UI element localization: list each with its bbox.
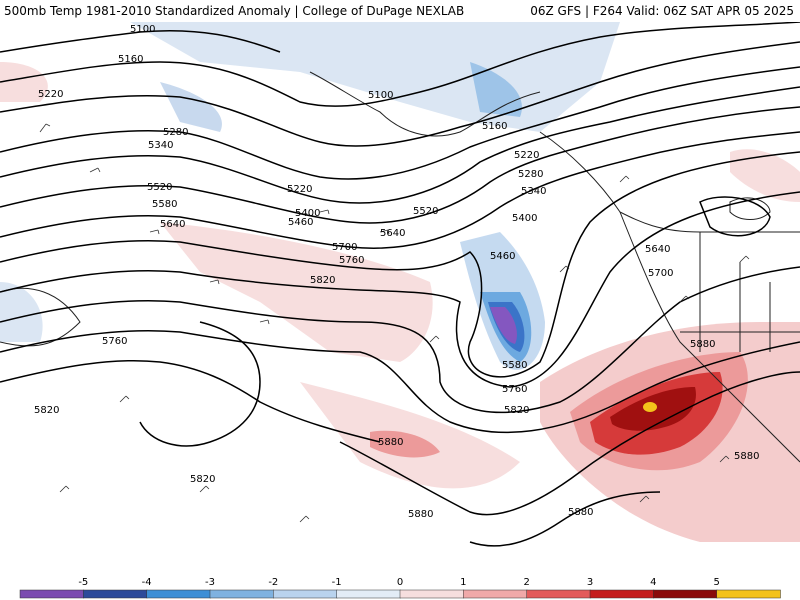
contour-label-5640-west: 5640 [160, 219, 185, 230]
contour-label-5520-center: 5520 [413, 206, 438, 217]
contour-label-5220-west: 5220 [38, 89, 63, 100]
contour-label-5640-east: 5640 [645, 244, 670, 255]
contour-label-5880-east: 5880 [690, 339, 715, 350]
contour-label-5100-west: 5100 [130, 24, 155, 35]
contour-label-5340-east: 5340 [521, 186, 546, 197]
colorbar-swatch [526, 589, 591, 599]
map-title: 500mb Temp 1981-2010 Standardized Anomal… [4, 4, 465, 18]
contour-label-5820-south: 5820 [190, 474, 215, 485]
map-header: 500mb Temp 1981-2010 Standardized Anomal… [0, 0, 800, 22]
contour-label-5400-center: 5400 [295, 208, 320, 219]
height-contours [0, 22, 800, 547]
contour-label-5880-south: 5880 [408, 509, 433, 520]
model-run-info: 06Z GFS | F264 Valid: 06Z SAT APR 05 202… [530, 4, 794, 18]
contour-label-5340-west: 5340 [148, 140, 173, 151]
colorbar-tick-label: -2 [268, 577, 278, 588]
contour-label-5460-trough: 5460 [490, 251, 515, 262]
contour-label-5640-center: 5640 [380, 228, 405, 239]
colorbar-swatch [653, 589, 718, 599]
colorbar-tick-label: -1 [332, 577, 342, 588]
contour-label-5160-east: 5160 [482, 121, 507, 132]
colorbar-legend: -5 -4 -3 -2 -1 0 1 2 3 4 5 [19, 577, 781, 599]
colorbar-swatch [399, 589, 465, 599]
colorbar-tick-label: 2 [523, 577, 529, 588]
colorbar-swatch [273, 589, 338, 599]
contour-label-5880-southeast: 5880 [568, 507, 593, 518]
colorbar-swatch [716, 589, 781, 599]
contour-label-5400-east: 5400 [512, 213, 537, 224]
contour-label-5880-west: 5880 [378, 437, 403, 448]
contour-value-labels: 5100 5100 5160 5160 5220 5220 5220 5280 … [34, 24, 759, 520]
colorbar-swatch [146, 589, 211, 599]
contour-label-5280-west: 5280 [163, 127, 188, 138]
contour-label-5580-west: 5580 [152, 199, 177, 210]
anomaly-shading [0, 22, 800, 542]
colorbar-tick-label: -3 [205, 577, 215, 588]
weather-map: 5100 5100 5160 5160 5220 5220 5220 5280 … [0, 22, 800, 570]
colorbar-tick-label: -5 [78, 577, 88, 588]
contour-label-5820-west: 5820 [34, 405, 59, 416]
contour-label-5760-center: 5760 [339, 255, 364, 266]
colorbar-tick-label: 0 [397, 577, 403, 588]
colorbar-swatches [19, 589, 781, 599]
wind-barbs [39, 123, 750, 523]
colorbar-swatch [209, 589, 275, 599]
contour-label-5700-east: 5700 [648, 268, 673, 279]
colorbar-swatch [83, 589, 148, 599]
contour-label-5220-center: 5220 [287, 184, 312, 195]
contour-label-5580-trough: 5580 [502, 360, 527, 371]
contour-label-5820-center: 5820 [310, 275, 335, 286]
contour-label-5460-center: 5460 [288, 217, 313, 228]
contour-label-5520-west: 5520 [147, 182, 172, 193]
colorbar-tick-labels: -5 -4 -3 -2 -1 0 1 2 3 4 5 [78, 577, 720, 588]
contour-label-5100-east: 5100 [368, 90, 393, 101]
colorbar-swatch [19, 589, 85, 599]
colorbar-tick-label: 3 [587, 577, 593, 588]
contour-label-5880-far-east: 5880 [734, 451, 759, 462]
colorbar-tick-label: -4 [142, 577, 152, 588]
colorbar-tick-label: 5 [713, 577, 719, 588]
contour-label-5700-center: 5700 [332, 242, 357, 253]
colorbar-swatch [463, 589, 528, 599]
colorbar-swatch [589, 589, 655, 599]
contour-label-5160-west: 5160 [118, 54, 143, 65]
contour-label-5760-trough: 5760 [502, 384, 527, 395]
contour-label-5760-west: 5760 [102, 336, 127, 347]
colorbar-tick-label: 1 [460, 577, 466, 588]
colorbar-swatch [336, 589, 401, 599]
colorbar-tick-label: 4 [650, 577, 656, 588]
contour-label-5220-east: 5220 [514, 150, 539, 161]
contour-label-5280-east: 5280 [518, 169, 543, 180]
contour-label-5820-trough: 5820 [504, 405, 529, 416]
